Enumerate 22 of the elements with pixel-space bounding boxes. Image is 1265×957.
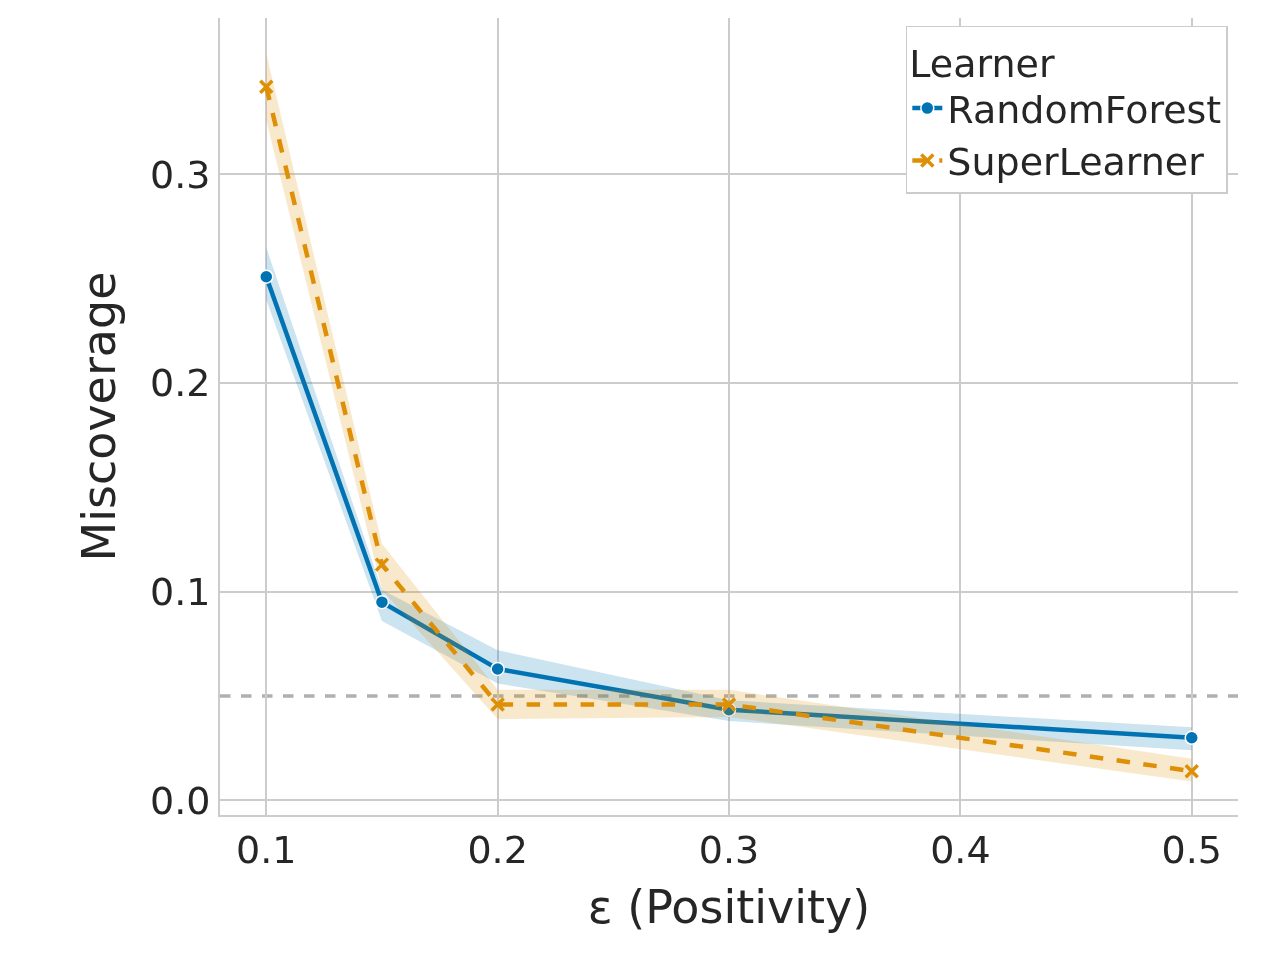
x-tick-label: 0.4 [930,827,991,872]
x-tick-label: 0.1 [236,827,297,872]
y-tick-label: 0.1 [149,570,211,615]
legend-label: SuperLearner [947,140,1205,185]
legend-label: RandomForest [947,87,1222,132]
point [258,79,275,95]
x-axis-title: ε (Positivity) [587,879,871,934]
y-axis-title: Miscoverage [71,271,126,562]
point [721,696,737,713]
point [1184,730,1199,746]
x-tick-label: 0.3 [698,827,760,872]
point [374,556,390,573]
y-tick-label: 0.0 [149,778,211,823]
point [490,661,505,677]
y-tick-label: 0.3 [149,152,211,197]
point [1183,763,1200,779]
y-tick-label: 0.2 [149,361,211,406]
x-tick-label: 0.5 [1161,827,1222,872]
point [489,696,506,713]
legend-title: Learner [909,41,1055,86]
x-tick-label: 0.2 [467,827,528,872]
point [374,594,390,610]
